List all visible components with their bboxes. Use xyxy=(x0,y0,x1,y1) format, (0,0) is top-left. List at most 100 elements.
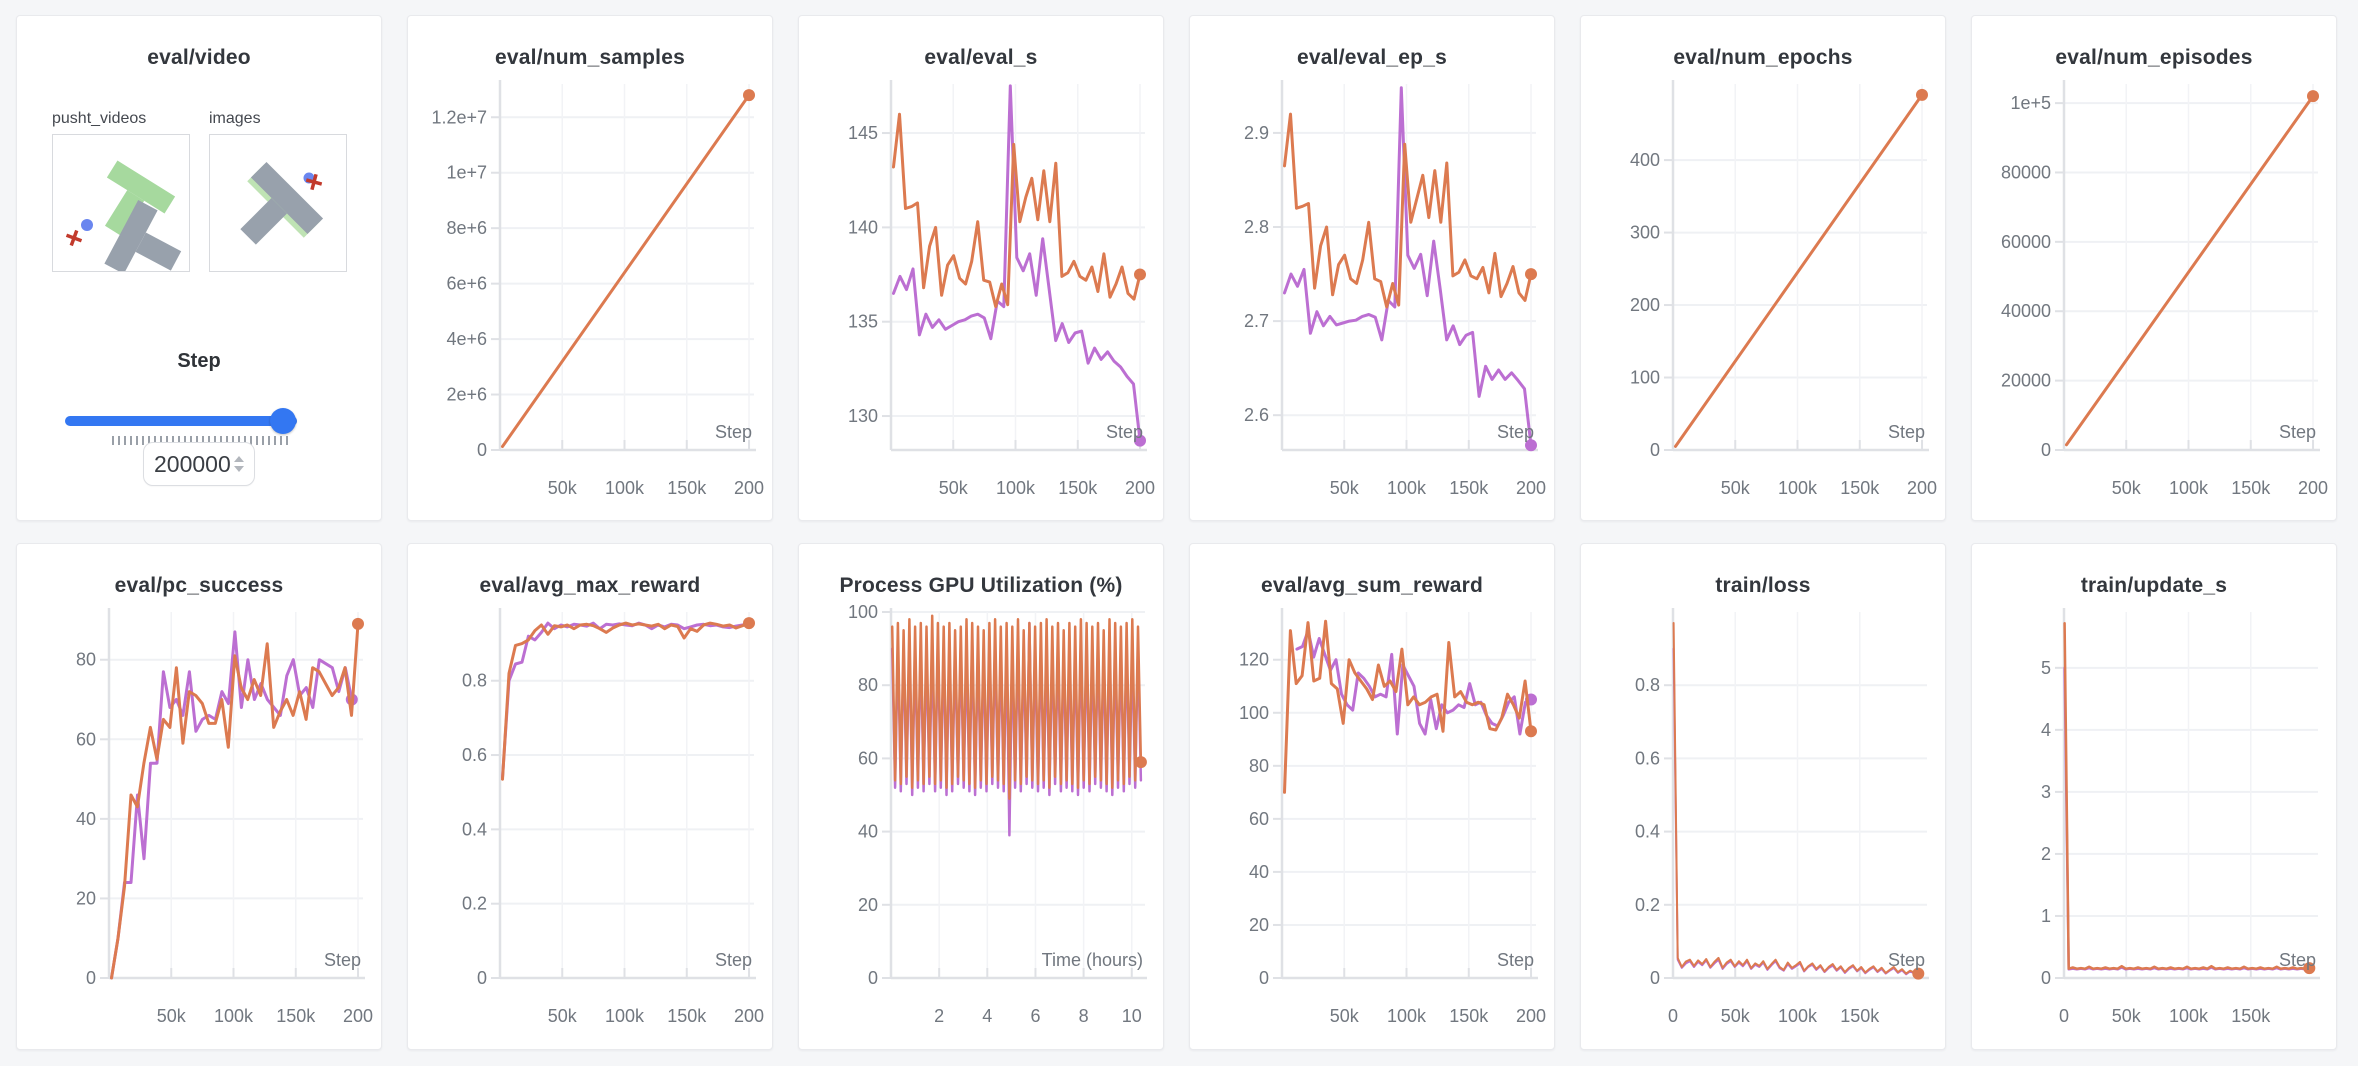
chart-eval-eval-s[interactable]: 130 135 140 145 50k 100k 150k 200 Step xyxy=(799,74,1163,514)
svg-text:2: 2 xyxy=(2041,844,2051,864)
stepper-control xyxy=(234,456,244,472)
svg-text:50k: 50k xyxy=(1330,478,1360,498)
panel-title: eval/num_samples xyxy=(495,46,685,69)
pusht-video-thumbnail[interactable] xyxy=(52,134,190,274)
svg-text:3: 3 xyxy=(2041,782,2051,802)
svg-text:50k: 50k xyxy=(1330,1006,1360,1026)
svg-text:200: 200 xyxy=(1907,478,1937,498)
panel-title: train/loss xyxy=(1715,574,1811,597)
svg-text:0: 0 xyxy=(2041,440,2051,460)
chart-eval-num-samples[interactable]: 0 2e+6 4e+6 6e+6 8e+6 1e+7 1.2e+7 50k 100k 150k 20… xyxy=(408,74,772,514)
svg-text:135: 135 xyxy=(848,312,878,332)
svg-text:0: 0 xyxy=(1650,440,1660,460)
svg-text:50k: 50k xyxy=(157,1006,187,1026)
svg-text:80000: 80000 xyxy=(2001,162,2051,182)
panel-eval-avg-max-reward: eval/avg_max_reward 0 0.2 0.4 0.6 0.8 50k 100k… xyxy=(407,543,773,1050)
svg-text:1.2e+7: 1.2e+7 xyxy=(431,107,487,127)
step-value-box xyxy=(143,442,255,486)
svg-text:100: 100 xyxy=(848,602,878,622)
svg-text:0: 0 xyxy=(477,968,487,988)
svg-text:0: 0 xyxy=(1650,968,1660,988)
tee-object-shape xyxy=(240,161,324,245)
step-down-icon[interactable] xyxy=(234,466,244,472)
target-cross-icon xyxy=(65,229,83,247)
svg-text:Step: Step xyxy=(2279,422,2316,442)
panel-train-update-s: train/update_s 0 1 2 3 4 5 0 50k 100k 150k Step xyxy=(1971,543,2337,1050)
panel-eval-num-episodes: eval/num_episodes 0 20000 40000 60000 80000 1… xyxy=(1971,15,2337,521)
svg-text:2.6: 2.6 xyxy=(1244,405,1269,425)
svg-text:100: 100 xyxy=(1239,703,1269,723)
agent-dot xyxy=(81,219,93,231)
chart-train-loss[interactable]: 0 0.2 0.4 0.6 0.8 0 50k 100k 150k Step xyxy=(1581,602,1945,1042)
svg-text:1: 1 xyxy=(2041,906,2051,926)
svg-text:Step: Step xyxy=(1888,950,1925,970)
svg-text:0: 0 xyxy=(477,440,487,460)
svg-text:100k: 100k xyxy=(605,1006,645,1026)
svg-text:100k: 100k xyxy=(1387,1006,1427,1026)
svg-text:150k: 150k xyxy=(1449,478,1489,498)
step-slider-label: Step xyxy=(177,350,221,372)
images-thumbnail[interactable] xyxy=(209,134,347,272)
panel-eval-eval-ep-s: eval/eval_ep_s 2.6 2.7 2.8 2.9 50k 100k 150k 20… xyxy=(1189,15,1555,521)
panel-eval-eval-s: eval/eval_s 130 135 140 145 50k 100k 150k 200 St… xyxy=(798,15,1164,521)
chart-eval-num-episodes[interactable]: 0 20000 40000 60000 80000 1e+5 50k 100k 150k 200 S… xyxy=(1972,74,2336,514)
svg-text:150k: 150k xyxy=(2231,1006,2271,1026)
svg-text:100k: 100k xyxy=(1778,1006,1818,1026)
svg-text:100k: 100k xyxy=(2169,1006,2209,1026)
svg-text:Time (hours): Time (hours) xyxy=(1042,950,1143,970)
svg-text:200: 200 xyxy=(734,1006,764,1026)
svg-text:100k: 100k xyxy=(1778,478,1818,498)
chart-eval-pc-success[interactable]: 0 20 40 60 80 50k 100k 150k 200 Step xyxy=(17,602,381,1042)
panel-title: eval/avg_max_reward xyxy=(479,574,701,597)
svg-text:200: 200 xyxy=(343,1006,373,1026)
svg-text:50k: 50k xyxy=(1721,1006,1751,1026)
chart-eval-eval-ep-s[interactable]: 2.6 2.7 2.8 2.9 50k 100k 150k 200 Step xyxy=(1190,74,1554,514)
svg-text:Step: Step xyxy=(1106,422,1143,442)
media-label-images: images xyxy=(209,110,261,127)
svg-text:0.4: 0.4 xyxy=(462,819,487,839)
svg-text:200: 200 xyxy=(1516,1006,1546,1026)
chart-process-gpu-utilization[interactable]: 0 20 40 60 80 100 2 4 6 8 10 Time (hours) xyxy=(799,602,1163,1042)
step-slider-handle[interactable] xyxy=(270,408,296,434)
svg-text:20: 20 xyxy=(858,895,878,915)
svg-text:50k: 50k xyxy=(1721,478,1751,498)
step-value-input[interactable] xyxy=(154,450,230,478)
svg-text:60: 60 xyxy=(1249,809,1269,829)
svg-text:150k: 150k xyxy=(1840,1006,1880,1026)
svg-text:100k: 100k xyxy=(996,478,1036,498)
chart-train-update-s[interactable]: 0 1 2 3 4 5 0 50k 100k 150k Step xyxy=(1972,602,2336,1042)
chart-eval-num-epochs[interactable]: 0 100 200 300 400 50k 100k 150k 200 Step xyxy=(1581,74,1945,514)
svg-text:80: 80 xyxy=(858,675,878,695)
chart-eval-avg-max-reward[interactable]: 0 0.2 0.4 0.6 0.8 50k 100k 150k 200 Step xyxy=(408,602,772,1042)
svg-text:100k: 100k xyxy=(605,478,645,498)
svg-text:200: 200 xyxy=(734,478,764,498)
svg-text:20: 20 xyxy=(76,888,96,908)
svg-text:0: 0 xyxy=(868,968,878,988)
pusht-env-render xyxy=(65,160,182,274)
svg-text:Step: Step xyxy=(715,422,752,442)
svg-text:150k: 150k xyxy=(2231,478,2271,498)
panel-title: eval/num_episodes xyxy=(2055,46,2253,69)
svg-text:10: 10 xyxy=(1122,1006,1142,1026)
svg-text:0.8: 0.8 xyxy=(462,671,487,691)
svg-text:60000: 60000 xyxy=(2001,232,2051,252)
chart-eval-avg-sum-reward[interactable]: 0 20 40 60 80 100 120 50k 100k 150k 200 Step xyxy=(1190,602,1554,1042)
step-up-icon[interactable] xyxy=(234,456,244,462)
svg-text:150k: 150k xyxy=(276,1006,316,1026)
panel-title: eval/eval_ep_s xyxy=(1297,46,1447,69)
svg-text:1e+7: 1e+7 xyxy=(446,163,487,183)
svg-text:120: 120 xyxy=(1239,650,1269,670)
svg-text:8e+6: 8e+6 xyxy=(446,218,487,238)
svg-text:4: 4 xyxy=(982,1006,992,1026)
svg-text:200: 200 xyxy=(1630,295,1660,315)
svg-text:150k: 150k xyxy=(667,1006,707,1026)
panel-title: eval/num_epochs xyxy=(1673,46,1853,69)
svg-text:150k: 150k xyxy=(1449,1006,1489,1026)
panel-title: eval/eval_s xyxy=(924,46,1038,69)
panel-eval-num-samples: eval/num_samples 0 2e+6 4e+6 6e+6 8e+6 1e+7 1.… xyxy=(407,15,773,521)
svg-text:50k: 50k xyxy=(939,478,969,498)
panel-title: eval/pc_success xyxy=(114,574,284,597)
step-slider-track[interactable] xyxy=(65,416,297,426)
